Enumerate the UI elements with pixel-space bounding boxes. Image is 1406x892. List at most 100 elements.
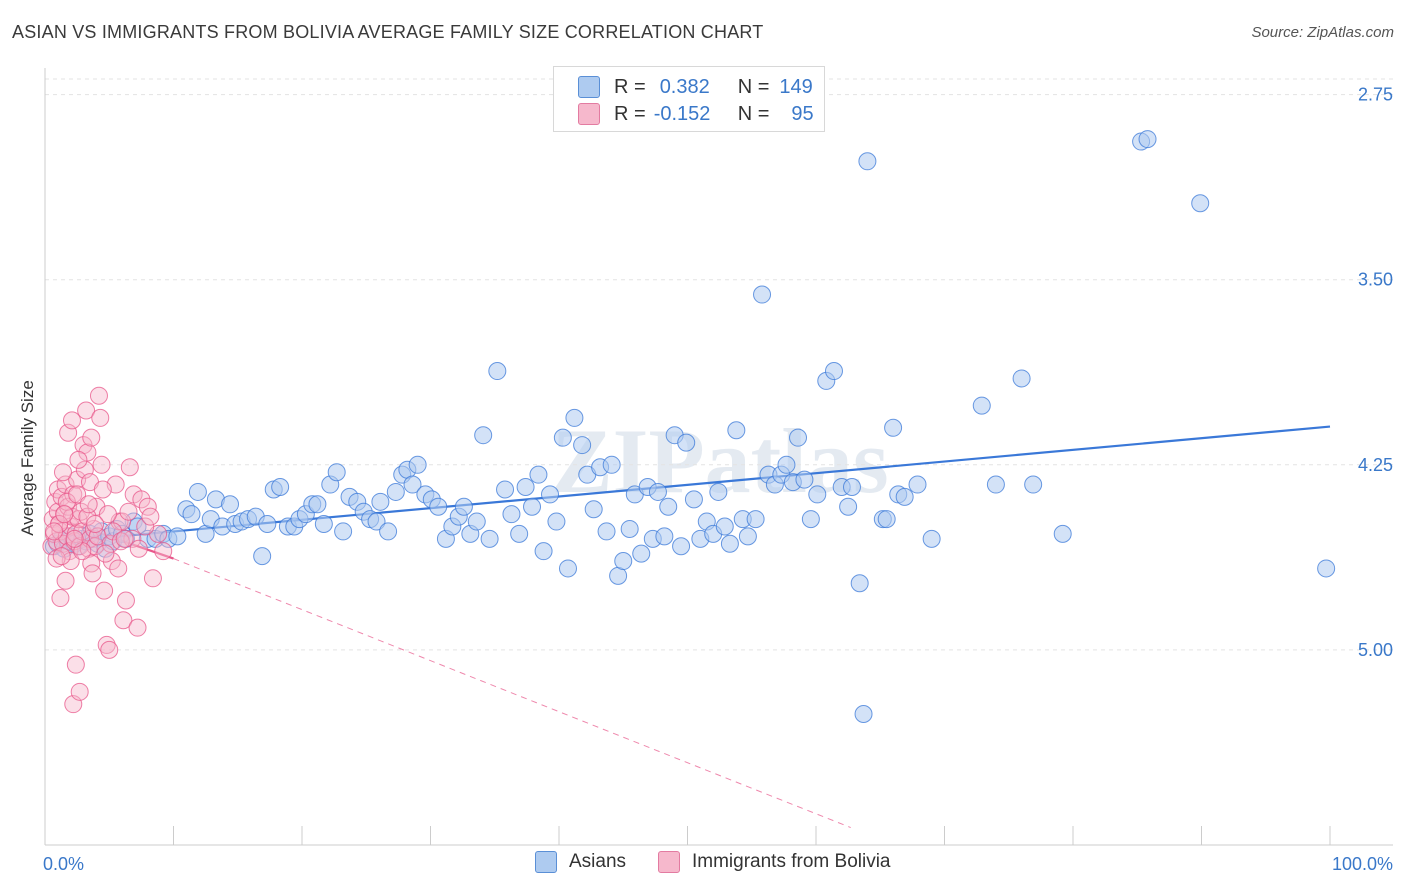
asian-point <box>258 515 277 534</box>
chart-title: ASIAN VS IMMIGRANTS FROM BOLIVIA AVERAGE… <box>12 22 764 42</box>
asian-point <box>327 463 346 482</box>
asian-point <box>253 547 272 566</box>
asian-point <box>573 436 592 455</box>
y-tick-label: 4.25 <box>1358 455 1393 475</box>
asian-point <box>523 497 542 516</box>
y-tick-label: 2.75 <box>1358 85 1393 105</box>
asian-point <box>720 534 739 553</box>
y-tick-label: 3.50 <box>1358 270 1393 290</box>
bolivia-point <box>91 408 110 427</box>
asian-point <box>534 542 553 561</box>
asian-point <box>334 522 353 541</box>
legend-label-asians: Asians <box>569 851 627 872</box>
bolivia-point <box>89 386 108 405</box>
asian-point <box>221 495 240 514</box>
bolivia-point <box>109 559 128 578</box>
asian-point <box>715 517 734 536</box>
asian-point <box>620 519 639 538</box>
asian-point <box>746 510 765 529</box>
asian-point <box>738 527 757 546</box>
asian-point <box>271 478 290 497</box>
legend-n-label: N = <box>737 75 770 98</box>
legend-r-value: -0.152 <box>653 102 711 125</box>
asian-point <box>510 524 529 543</box>
bolivia-point <box>129 539 148 558</box>
bolivia-point <box>98 505 117 524</box>
bolivia-point <box>95 581 114 600</box>
bolivia-point <box>141 507 160 526</box>
asian-point <box>842 478 861 497</box>
asian-point <box>547 512 566 531</box>
y-tick-label: 5.00 <box>1358 640 1393 660</box>
asian-point <box>403 475 422 494</box>
bolivia-point <box>114 611 133 630</box>
asian-point <box>480 529 499 548</box>
bolivia-point <box>62 411 81 430</box>
series-legend: Asians Immigrants from Bolivia <box>0 851 1406 879</box>
asian-point <box>1012 369 1031 388</box>
legend-r-label: R = <box>614 75 646 98</box>
legend-item-asians: Asians <box>535 851 626 873</box>
bolivia-point <box>66 655 85 674</box>
asian-point <box>850 574 869 593</box>
data-points <box>42 130 1336 724</box>
tick-labels: 5.00 4.25 3.50 2.75 0.0% 100.0% <box>43 85 1393 874</box>
asian-point <box>922 529 941 548</box>
bolivia-point <box>79 495 98 514</box>
bolivia-point <box>113 512 132 531</box>
bolivia-point <box>82 428 101 447</box>
asian-point <box>839 497 858 516</box>
asian-point <box>972 396 991 415</box>
asian-point <box>367 512 386 531</box>
gridlines <box>45 78 1393 651</box>
legend-row-asians: R = 0.382 N = 149 <box>578 74 813 100</box>
asian-point <box>659 497 678 516</box>
bolivia-point <box>65 529 84 548</box>
asian-point <box>808 485 827 504</box>
asian-point <box>467 512 486 531</box>
asian-point <box>314 515 333 534</box>
legend-r-label: R = <box>614 102 646 125</box>
legend-label-bolivia: Immigrants from Bolivia <box>692 851 891 872</box>
bolivia-point <box>83 564 102 583</box>
asian-point <box>677 433 696 452</box>
asian-point <box>655 527 674 546</box>
bolivia-point <box>47 549 66 568</box>
bolivia-trend-extension <box>173 558 851 828</box>
asian-point <box>408 455 427 474</box>
bolivia-point <box>68 485 87 504</box>
bolivia-point <box>119 502 138 521</box>
asian-point <box>709 482 728 501</box>
asian-point <box>1317 559 1336 578</box>
asian-point <box>727 421 746 440</box>
asian-point <box>884 418 903 437</box>
asian-point <box>188 482 207 501</box>
legend-n-value: 95 <box>791 102 814 125</box>
bolivia-point <box>53 463 72 482</box>
asian-point <box>541 485 560 504</box>
bolivia-point <box>56 571 75 590</box>
asian-point <box>753 285 772 304</box>
bolivia-point <box>92 455 111 474</box>
bolivia-point <box>86 515 105 534</box>
asian-point <box>854 705 873 724</box>
x-tick-label-min: 0.0% <box>43 854 84 874</box>
bolivia-point <box>154 542 173 561</box>
bolivia-point <box>69 450 88 469</box>
asian-point <box>496 480 515 499</box>
bolivia-point <box>136 517 155 536</box>
bolivia-point <box>52 547 71 566</box>
asian-point <box>877 510 896 529</box>
bolivia-point <box>82 554 101 573</box>
legend-item-bolivia: Immigrants from Bolivia <box>658 851 891 873</box>
x-tick-label-max: 100.0% <box>1332 854 1393 874</box>
asian-point <box>502 505 521 524</box>
asian-point <box>684 490 703 509</box>
asian-point <box>795 470 814 489</box>
bolivia-point <box>55 505 74 524</box>
asian-point <box>308 495 327 514</box>
asian-point <box>529 465 548 484</box>
bolivia-point <box>77 401 96 420</box>
asian-point <box>597 522 616 541</box>
asian-point <box>1024 475 1043 494</box>
